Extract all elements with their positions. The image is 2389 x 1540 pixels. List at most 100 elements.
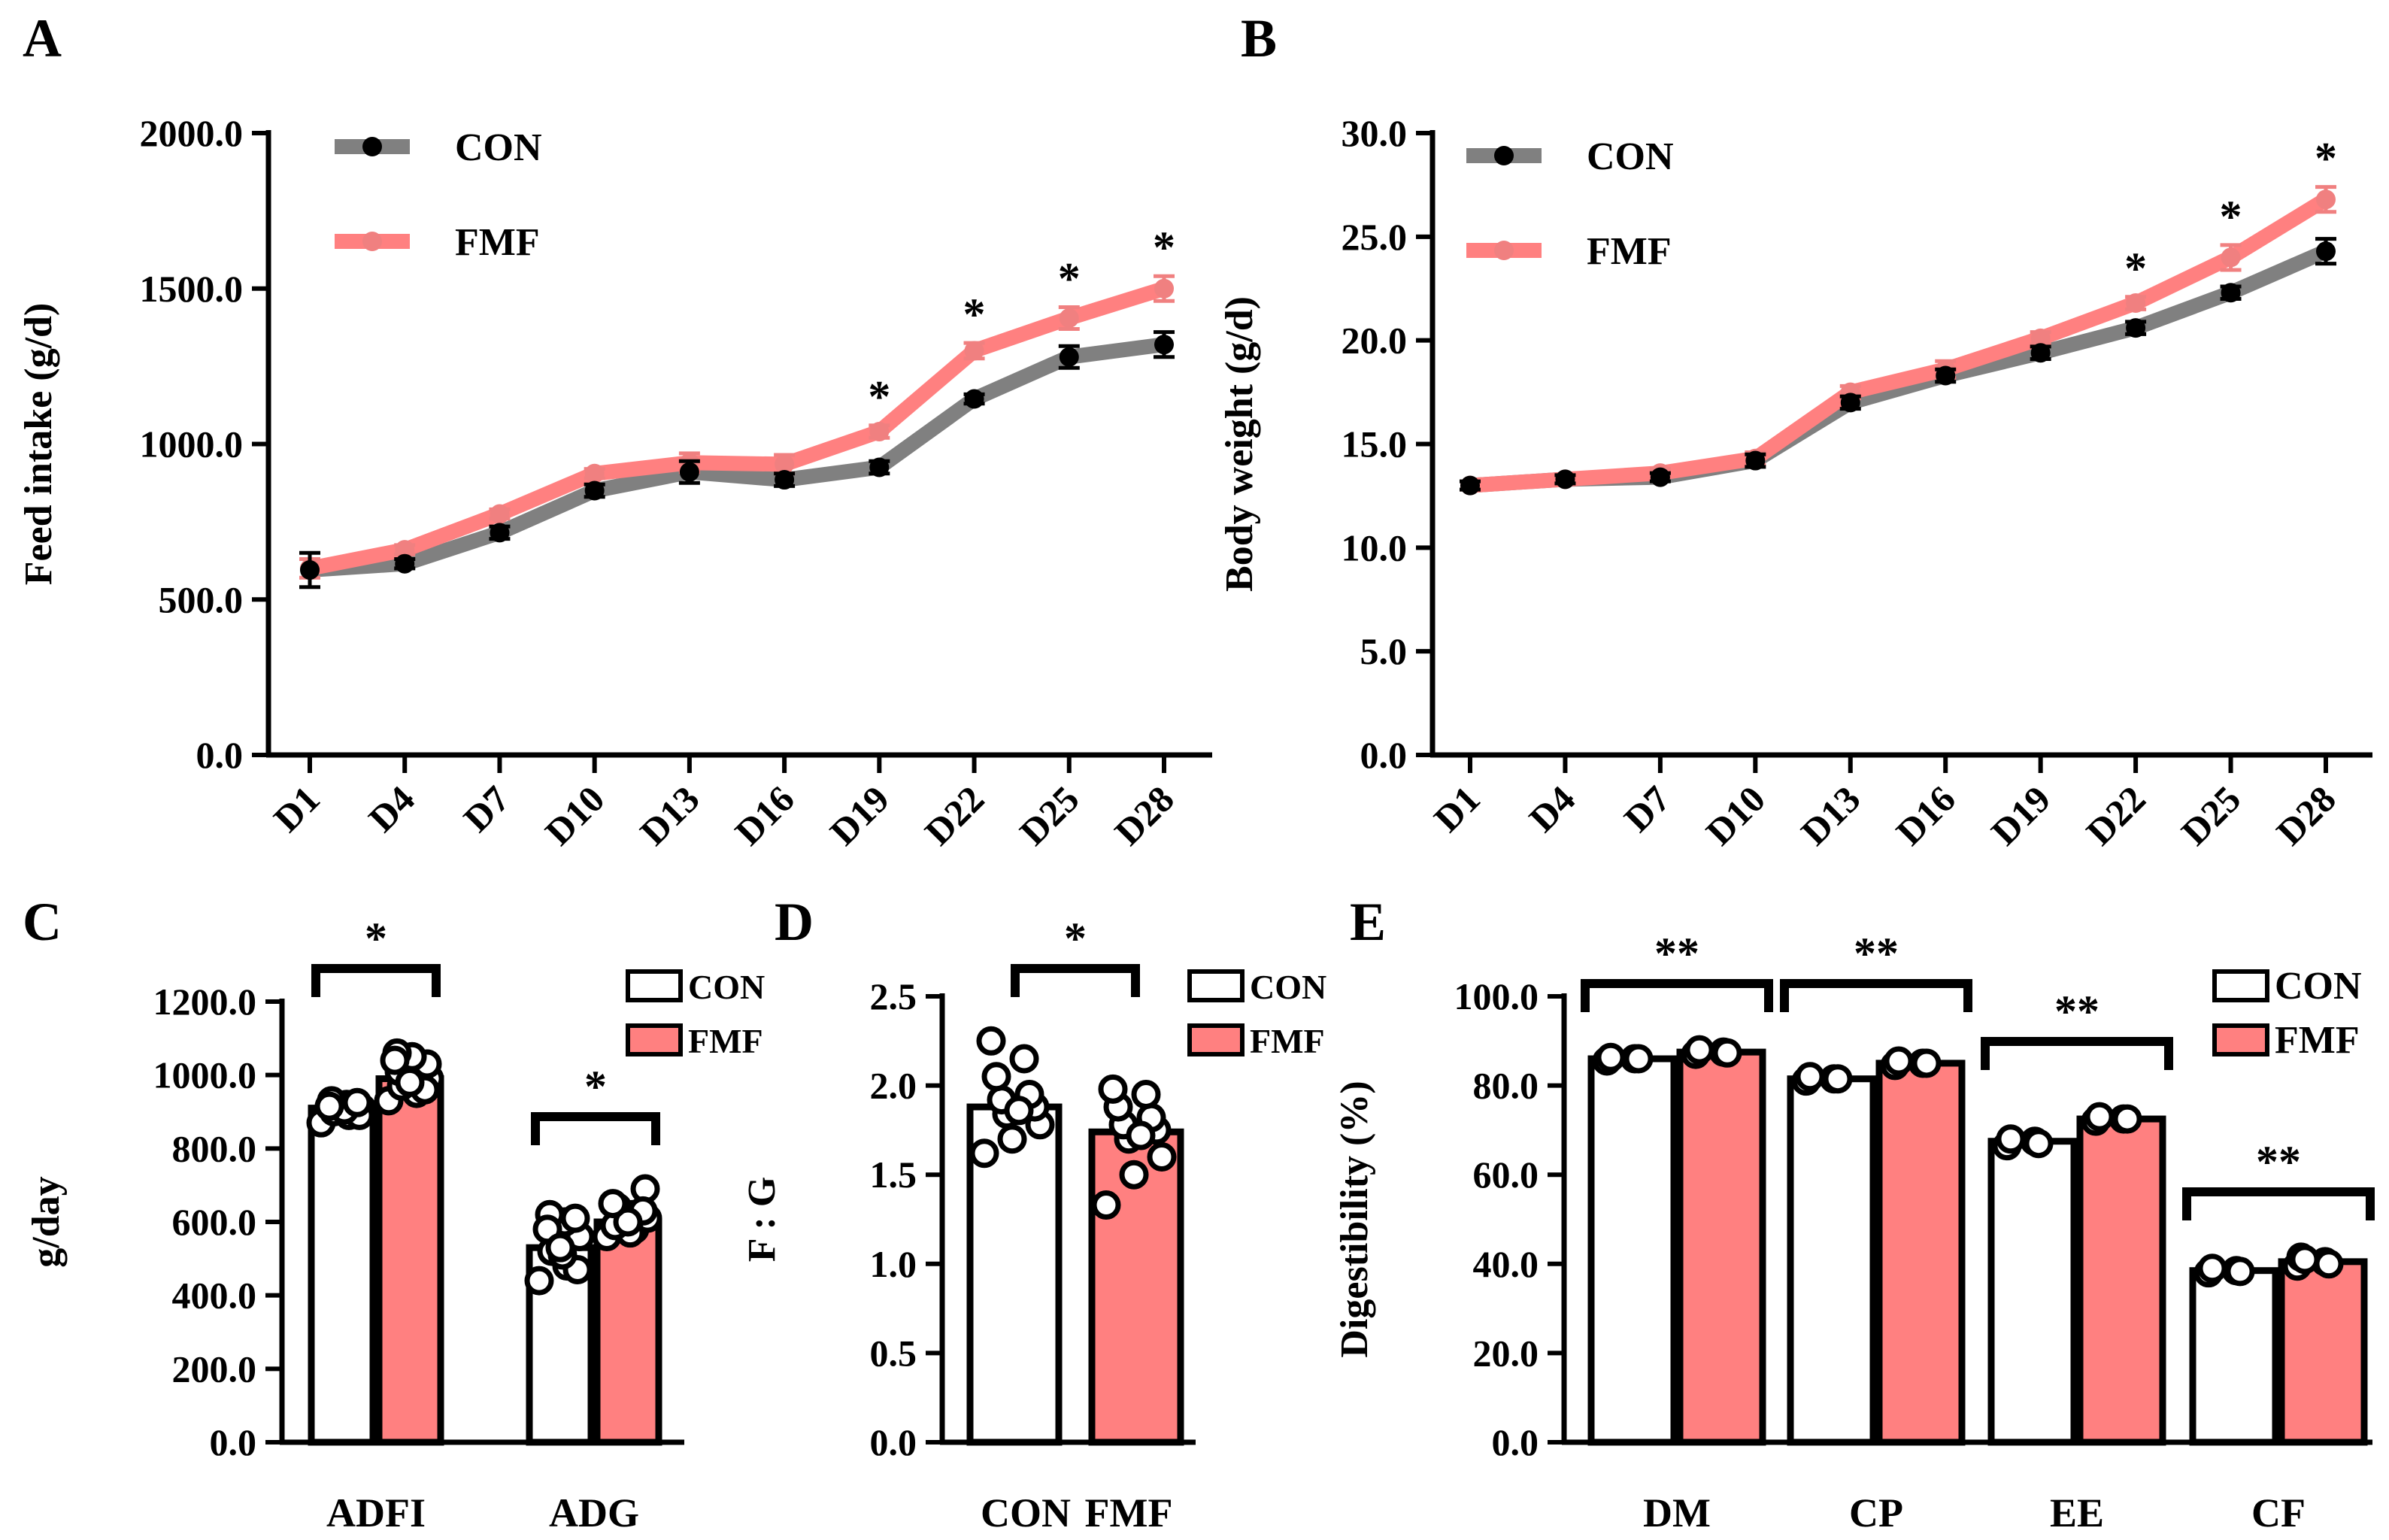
x-tick-label: D25 [1011, 778, 1087, 853]
individual-data-point [2290, 1244, 2320, 1275]
data-point-fmf [584, 463, 605, 484]
x-tick-label: D7 [455, 778, 517, 840]
y-tick-label: 40.0 [1473, 1243, 1539, 1285]
individual-data-point [1795, 1062, 1825, 1092]
data-point-fmf [1154, 278, 1174, 299]
x-tick-label: D19 [822, 778, 897, 853]
data-point-fmf [775, 454, 795, 474]
significance-marker: * [2124, 244, 2147, 293]
x-tick-label: D22 [917, 778, 992, 853]
x-category-label: FMF [1085, 1490, 1173, 1535]
data-point-con [2316, 241, 2336, 262]
data-point-con [1650, 467, 1670, 487]
legend-label: FMF [1587, 230, 1672, 273]
legend-swatch-marker [362, 232, 382, 251]
significance-bracket [1581, 979, 1773, 1012]
data-point-con [775, 470, 795, 490]
individual-data-point [1091, 1190, 1121, 1220]
bar-fmf-cf [2278, 1258, 2368, 1446]
significance-bracket [1011, 964, 1140, 997]
data-point-con [2221, 283, 2241, 303]
legend-swatch [626, 969, 683, 1002]
data-point-con [490, 523, 510, 543]
significance-marker: * [1153, 223, 1175, 272]
y-tick-label: 2.0 [870, 1065, 917, 1107]
legend-label: FMF [455, 221, 540, 264]
y-tick-label: 15.0 [1342, 423, 1408, 465]
individual-data-point [342, 1087, 372, 1117]
data-point-con [584, 480, 605, 501]
y-axis-title: Body weight (g/d) [1218, 296, 1261, 592]
panel-b-body-weight-chart: 0.0 5.0 10.0 15.0 20.0 25.0 30.0 Body weight (g… [1218, 112, 2372, 853]
x-tick-label: D13 [632, 778, 707, 853]
individual-data-point [2225, 1257, 2255, 1287]
y-tick-label: 0.0 [1492, 1421, 1539, 1463]
individual-data-point [1912, 1048, 1942, 1078]
data-point-fmf [2221, 247, 2241, 268]
legend-label: CON [688, 968, 765, 1006]
x-category-label: CF [2251, 1490, 2306, 1535]
panel-a-feed-intake-chart: 0.0 500.0 1000.0 1500.0 2000.0 Feed intake (g… [17, 112, 1212, 853]
bar-fmf-dm [1676, 1048, 1766, 1446]
y-tick-label: 0.0 [870, 1421, 917, 1463]
y-tick-label: 1000.0 [153, 1054, 257, 1096]
y-tick-label: 10.0 [1342, 526, 1408, 568]
data-point-con [1555, 469, 1575, 490]
significance-marker: * [963, 290, 986, 339]
y-tick-label: 30.0 [1342, 112, 1408, 154]
significance-bracket [1981, 1037, 2173, 1070]
data-point-fmf [2030, 328, 2051, 348]
y-tick-label: 2.5 [870, 975, 917, 1017]
individual-data-point [1119, 1160, 1149, 1190]
data-point-fmf [2126, 293, 2146, 314]
bar-fmf-ee [2076, 1115, 2166, 1446]
data-point-con [964, 389, 984, 409]
bar-fmf-adg [593, 1218, 662, 1446]
y-tick-label: 1000.0 [140, 423, 244, 465]
individual-data-point [1623, 1044, 1654, 1074]
data-point-con [1154, 335, 1174, 355]
data-point-con [2126, 318, 2146, 338]
series-line-fmf [302, 280, 1172, 576]
significance-bracket [531, 1112, 660, 1145]
individual-data-point [976, 1026, 1006, 1056]
x-tick-label: D25 [2173, 778, 2248, 853]
y-tick-label: 25.0 [1342, 216, 1408, 258]
significance-bracket [2182, 1187, 2375, 1220]
legend-label: CON [455, 126, 542, 169]
significance-marker: * [2315, 134, 2337, 183]
y-axis-title: g/day [25, 1176, 68, 1267]
y-tick-label: 60.0 [1473, 1153, 1539, 1196]
individual-data-point [969, 1138, 999, 1169]
individual-data-point [981, 1062, 1011, 1092]
y-tick-label: 20.0 [1342, 320, 1408, 362]
bar-con-dm [1587, 1055, 1678, 1446]
individual-data-point [524, 1266, 554, 1296]
x-tick-label: D4 [360, 778, 423, 840]
x-category-label: ADFI [326, 1490, 426, 1535]
legend-swatch-marker [1494, 241, 1514, 260]
individual-data-point [598, 1189, 628, 1219]
significance-marker: ** [1854, 929, 1899, 978]
legend-label: CON [2275, 965, 2362, 1008]
legend-label: CON [1250, 968, 1326, 1006]
panel-c-adfi-adg-chart: 0.0 200.0 400.0 600.0 800.0 1000.0 1200.0 g/day… [25, 914, 765, 1535]
individual-data-point [1996, 1124, 2026, 1154]
x-category-label: DM [1643, 1490, 1711, 1535]
y-tick-label: 5.0 [1360, 630, 1408, 672]
data-point-con [2030, 343, 2051, 363]
individual-data-point [2024, 1129, 2054, 1159]
bar-con-adfi [308, 1105, 377, 1446]
y-tick-label: 1.0 [870, 1243, 917, 1285]
data-point-con [1059, 347, 1079, 367]
bar-con-cp [1787, 1075, 1877, 1446]
x-category-label: EE [2050, 1490, 2104, 1535]
legend-swatch-marker [1494, 146, 1514, 165]
y-tick-label: 100.0 [1454, 975, 1539, 1017]
individual-data-point [2112, 1104, 2142, 1134]
significance-marker: ** [2054, 987, 2099, 1036]
y-tick-label: 600.0 [172, 1201, 257, 1243]
panel-d-letter: D [775, 892, 814, 952]
y-tick-label: 800.0 [172, 1127, 257, 1169]
y-tick-label: 1.5 [870, 1153, 917, 1196]
